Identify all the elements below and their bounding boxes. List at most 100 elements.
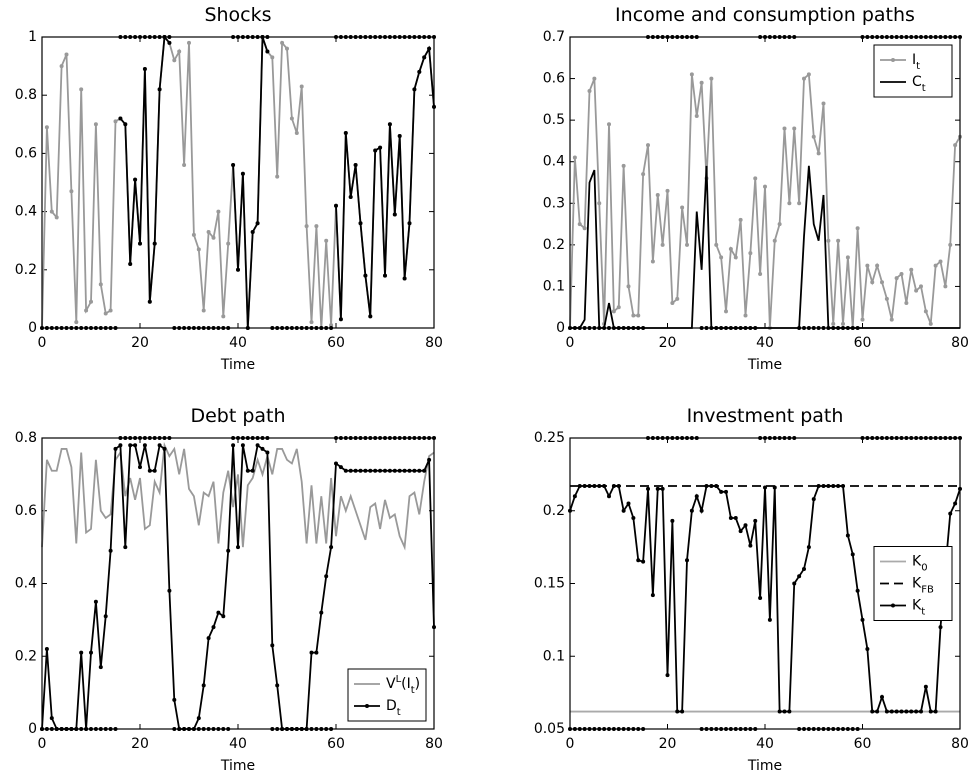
point	[304, 224, 309, 229]
point	[98, 665, 103, 670]
text-part: 80	[425, 335, 443, 351]
point	[675, 296, 680, 301]
point	[806, 545, 811, 550]
point	[880, 280, 884, 285]
point	[123, 122, 128, 127]
point	[806, 72, 811, 77]
point	[407, 221, 412, 226]
text-part: 0	[38, 335, 47, 351]
point	[763, 485, 767, 490]
text-part: Time	[747, 357, 782, 373]
text-part: 0.6	[15, 145, 37, 161]
point	[236, 267, 240, 272]
point	[689, 508, 694, 513]
point	[860, 317, 865, 322]
point	[123, 545, 128, 550]
chart-title: Investment path	[687, 405, 844, 427]
point	[821, 484, 826, 489]
point	[368, 314, 373, 319]
point	[724, 309, 728, 314]
point	[592, 76, 597, 81]
point	[49, 209, 54, 214]
legend-label: Dt	[386, 698, 401, 718]
series-line	[119, 34, 435, 329]
point	[660, 242, 665, 247]
x-tick-label: 20	[659, 736, 677, 752]
text-part: 0.2	[543, 503, 565, 519]
point	[231, 163, 236, 168]
text-part: I	[912, 52, 916, 68]
point	[236, 545, 240, 550]
point	[777, 222, 782, 227]
point	[607, 122, 611, 127]
y-tick-label: 0.4	[15, 576, 37, 592]
text-part: Time	[220, 357, 255, 373]
point	[587, 89, 592, 94]
point	[875, 263, 880, 268]
point	[142, 67, 147, 72]
x-tick-label: 60	[327, 736, 345, 752]
point	[44, 646, 49, 651]
point	[64, 52, 69, 57]
point	[704, 484, 709, 489]
y-tick-label: 0.4	[543, 154, 565, 170]
point	[738, 529, 743, 534]
y-tick-label: 0.6	[15, 503, 37, 519]
point	[919, 709, 923, 714]
point	[650, 259, 655, 264]
point	[894, 709, 899, 714]
point	[270, 55, 275, 60]
point	[417, 69, 422, 74]
text-part: 20	[659, 335, 677, 351]
series-line	[569, 72, 961, 329]
point	[334, 203, 338, 208]
point	[792, 126, 797, 131]
text-part: 0.4	[543, 154, 565, 170]
x-tick-label: 0	[566, 335, 575, 351]
point	[338, 317, 343, 322]
point	[275, 174, 280, 179]
point	[142, 443, 147, 448]
point	[167, 40, 172, 45]
point	[787, 201, 792, 206]
point	[826, 238, 831, 243]
point	[802, 76, 806, 81]
point	[348, 195, 353, 200]
point	[84, 308, 89, 313]
point	[412, 87, 417, 92]
x-tick-label: 0	[38, 736, 47, 752]
point	[172, 58, 177, 63]
point	[719, 489, 724, 494]
point	[855, 226, 860, 231]
point	[113, 119, 118, 124]
point	[733, 516, 738, 521]
point	[324, 574, 329, 579]
point	[841, 484, 845, 489]
point	[353, 163, 358, 168]
text-part: 0	[566, 736, 575, 752]
point	[650, 593, 655, 598]
point	[621, 508, 626, 513]
legend-marker	[891, 603, 895, 608]
text-part: t	[916, 61, 920, 72]
point	[206, 229, 211, 234]
point	[383, 468, 387, 473]
point	[392, 212, 397, 217]
text-part: K	[912, 576, 922, 592]
point	[147, 468, 152, 473]
point	[655, 192, 660, 197]
point	[938, 259, 943, 264]
panel: Shocks Time 0 20 40 60 80 0 0.2 0.4 0.6 0.8 1	[15, 4, 443, 374]
point	[933, 709, 938, 714]
point	[187, 40, 191, 45]
point	[821, 101, 826, 106]
y-tick-label: 0.2	[15, 262, 37, 278]
text-part: Time	[220, 758, 255, 774]
point	[412, 468, 417, 473]
point	[422, 55, 427, 60]
y-tick-label: 0	[28, 320, 37, 336]
text-part: 0.05	[534, 721, 565, 737]
point	[93, 599, 98, 604]
point	[714, 484, 719, 489]
text-part: 0.8	[15, 87, 37, 103]
